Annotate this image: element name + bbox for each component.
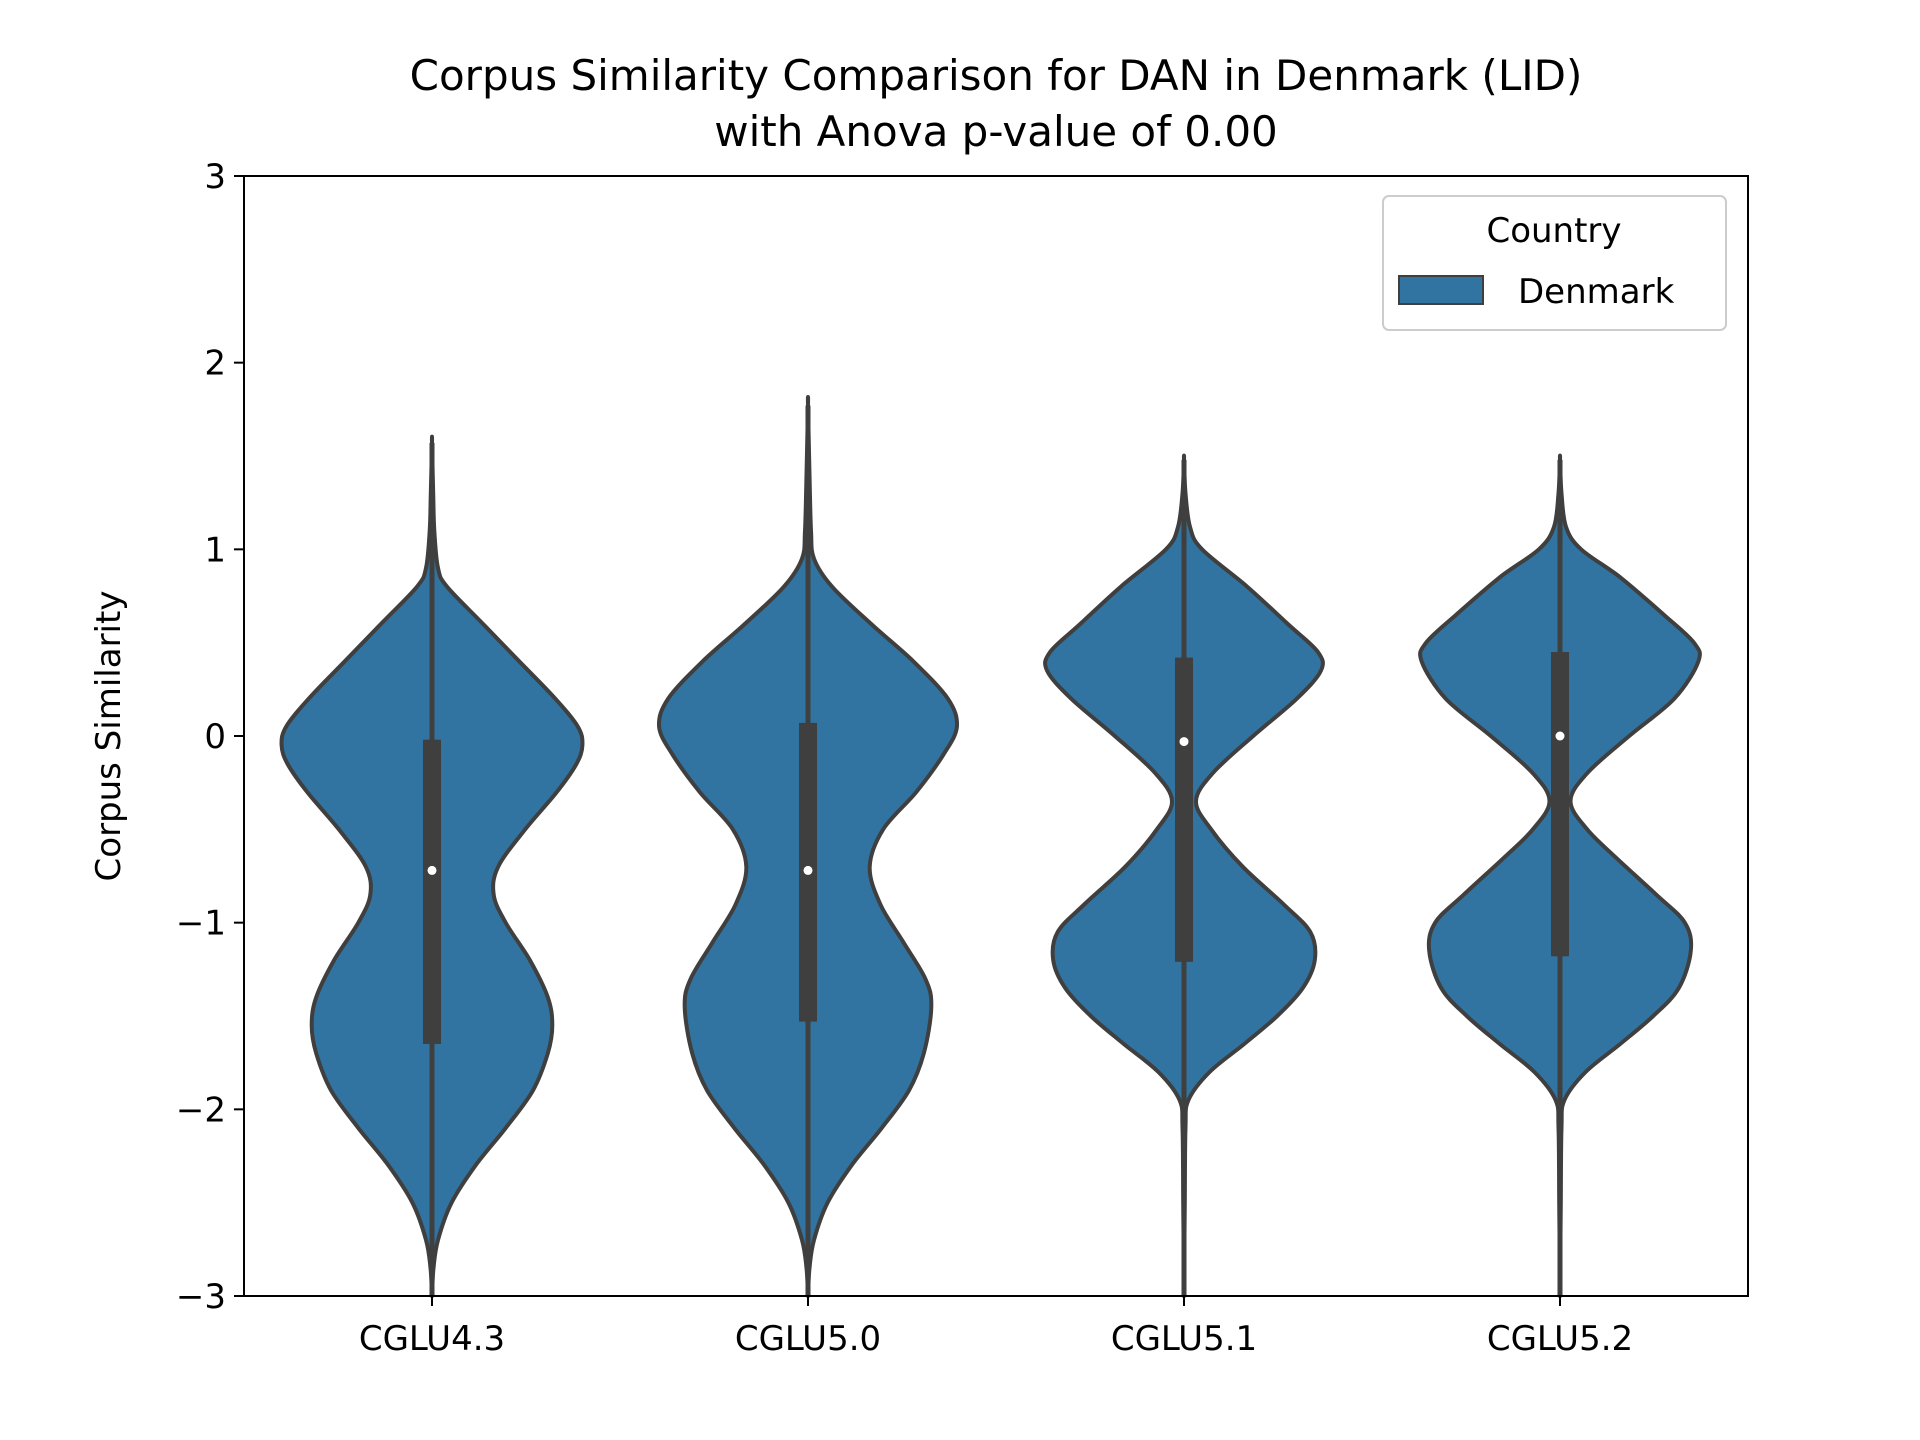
chart-title-line2: with Anova p-value of 0.00 (714, 107, 1278, 156)
y-tick-label: −3 (176, 1277, 226, 1317)
violin-median-cglu5-2 (1555, 731, 1565, 741)
legend-label-denmark: Denmark (1518, 272, 1675, 312)
y-tick-label: 3 (204, 157, 226, 197)
plot-area (279, 394, 1702, 1298)
y-axis-label: Corpus Similarity (89, 591, 129, 882)
legend-title: Country (1486, 211, 1621, 251)
x-tick-label: CGLU5.0 (735, 1319, 881, 1359)
axis-ticks: −3 −2 −1 0 1 2 3 CGLU4.3 CGLU5.0 CGLU5.1 CGLU5.2 (176, 157, 1633, 1359)
chart-title-line1: Corpus Similarity Comparison for DAN in … (410, 51, 1583, 100)
axes-frame (243, 175, 1749, 1297)
x-tick-label: CGLU5.1 (1111, 1319, 1257, 1359)
legend-swatch-denmark (1398, 275, 1484, 305)
violin-iqr-box-cglu5-2 (1551, 652, 1569, 957)
y-tick-label: 2 (204, 344, 226, 384)
violin-median-cglu4-3 (427, 865, 437, 875)
violin-iqr-box-cglu4-3 (423, 739, 441, 1044)
violin-iqr-box-cglu5-1 (1175, 657, 1193, 962)
legend: Country Denmark (1382, 195, 1727, 331)
y-tick-label: −2 (176, 1090, 226, 1130)
violin-median-cglu5-1 (1179, 737, 1189, 747)
violin-median-cglu5-0 (803, 865, 813, 875)
x-tick-label: CGLU4.3 (359, 1319, 505, 1359)
y-tick-label: 0 (204, 717, 226, 757)
y-tick-label: 1 (204, 530, 226, 570)
x-tick-label: CGLU5.2 (1487, 1319, 1633, 1359)
y-tick-label: −1 (176, 904, 226, 944)
